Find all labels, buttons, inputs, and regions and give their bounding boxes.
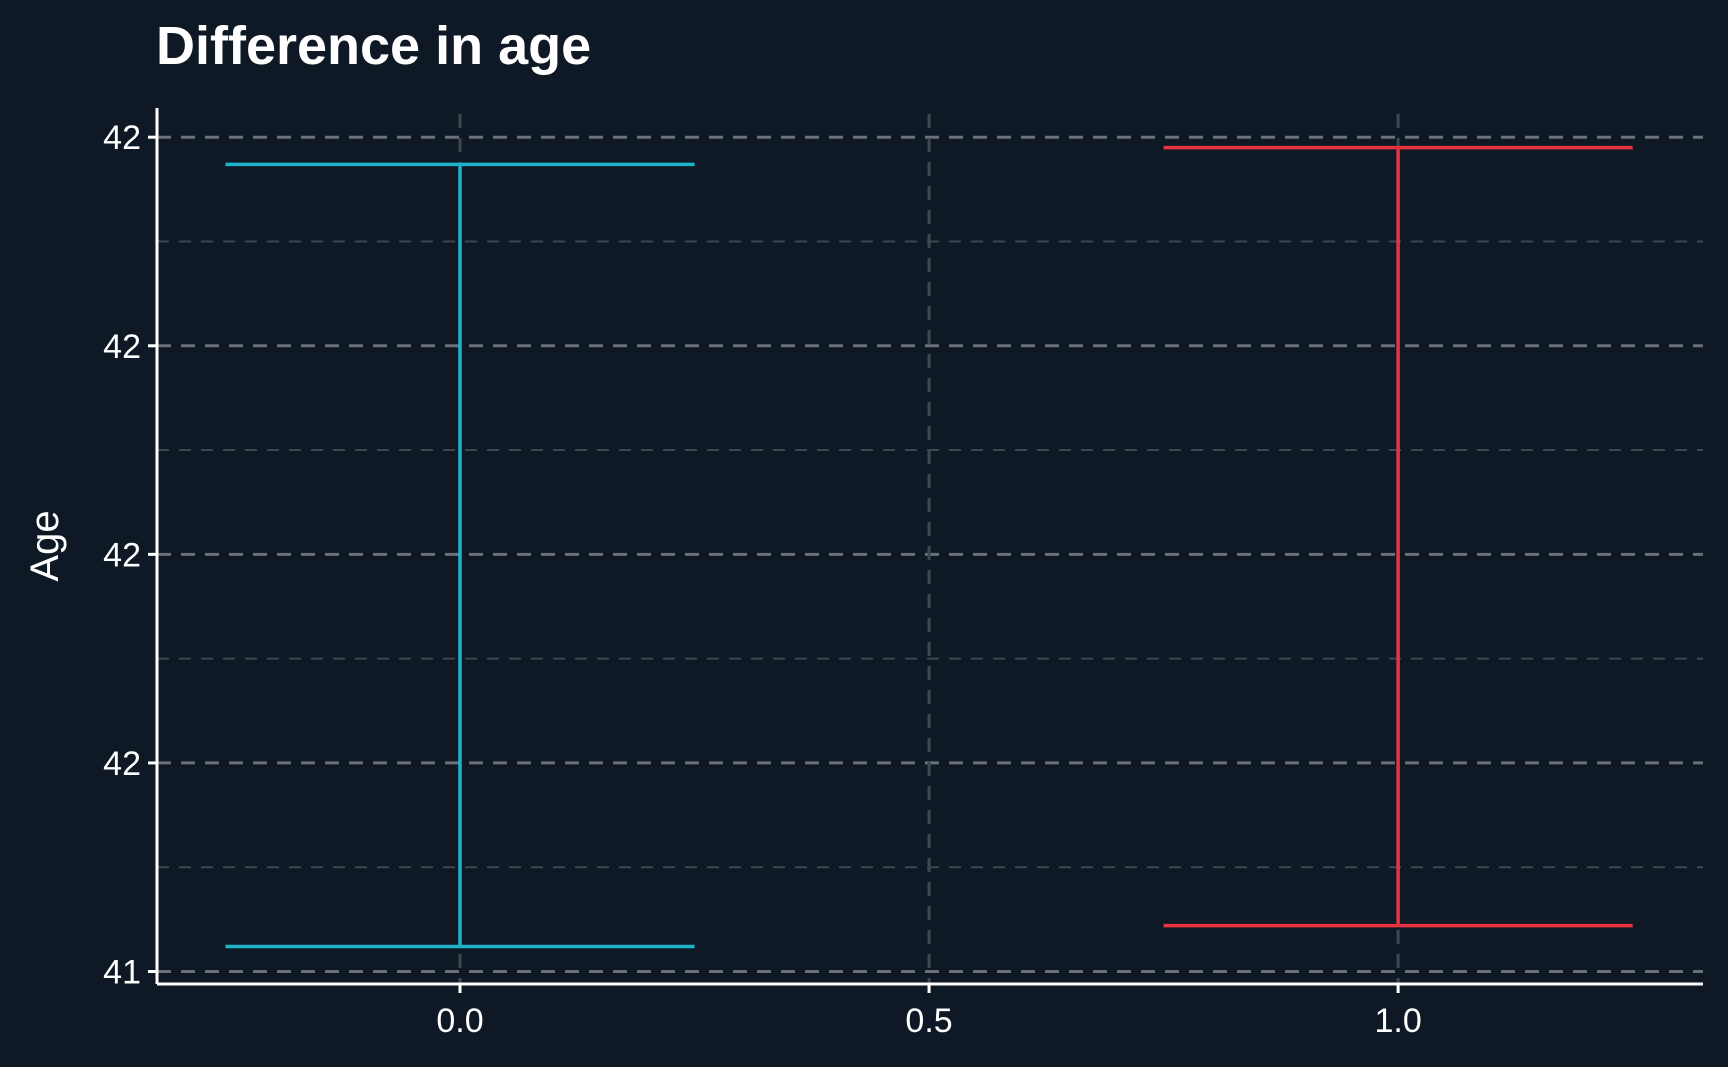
- y-tick-label: 42: [103, 328, 141, 366]
- y-tick-label: 42: [103, 119, 141, 157]
- y-axis-title: Age: [23, 510, 67, 581]
- labels: 41 42 42 42 42 0.0 0.5 1.0: [103, 119, 1422, 1040]
- errorbar-0: [225, 162, 695, 949]
- x-tick-label: 0.5: [905, 1002, 952, 1040]
- x-tick-label: 0.0: [436, 1002, 483, 1040]
- series: [225, 145, 1633, 949]
- x-tick-label: 1.0: [1374, 1002, 1421, 1040]
- y-tick-label: 41: [103, 953, 141, 991]
- chart-title: Difference in age: [156, 16, 591, 76]
- y-tick-label: 42: [103, 536, 141, 574]
- errorbar-1: [1163, 145, 1633, 928]
- y-tick-label: 42: [103, 745, 141, 783]
